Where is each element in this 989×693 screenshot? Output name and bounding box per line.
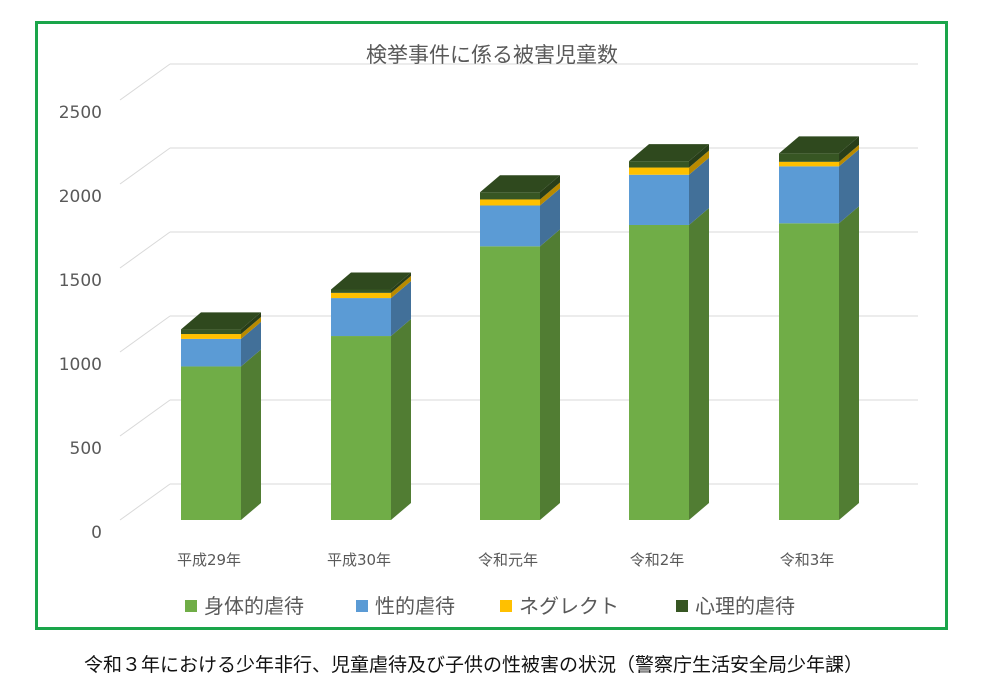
bar-segment	[480, 199, 540, 206]
bar-segment-side	[540, 182, 560, 206]
gridline-diagonal	[119, 231, 171, 269]
legend-swatch	[185, 600, 197, 612]
bar-segment-side	[689, 150, 709, 175]
x-tick-label: 平成29年	[177, 551, 241, 569]
bar-segment	[779, 161, 839, 167]
bar-top	[629, 144, 709, 162]
bar-segment	[331, 336, 391, 520]
legend-label: ネグレクト	[519, 594, 619, 618]
x-tick-label: 令和2年	[630, 551, 685, 569]
gridline-diagonal	[119, 315, 171, 353]
legend-label: 身体的虐待	[204, 594, 304, 618]
bar-top	[779, 136, 859, 154]
y-tick-label: 0	[91, 523, 102, 543]
bar-segment	[629, 224, 689, 520]
bar-segment-side	[391, 281, 411, 337]
y-tick-label: 1000	[59, 355, 102, 375]
bar-segment	[331, 289, 391, 293]
bar-segment-side	[241, 317, 261, 339]
bars	[181, 136, 859, 520]
bar-segment-side	[540, 229, 560, 520]
legend-swatch	[500, 600, 512, 612]
bar-segment	[779, 153, 839, 162]
gridline-diagonal	[119, 399, 171, 437]
x-axis-ticks: 平成29年 平成30年 令和元年 令和2年 令和3年	[177, 551, 834, 569]
bar-segment-side	[540, 188, 560, 247]
bar-segment-side	[839, 136, 859, 162]
x-tick-label: 令和元年	[478, 551, 538, 569]
bar-segment-side	[839, 144, 859, 167]
source-caption: 令和３年における少年非行、児童虐待及び子供の性被害の状況（警察庁生活安全局少年課…	[84, 654, 864, 676]
legend-swatch	[356, 600, 368, 612]
bar-segment-side	[839, 206, 859, 520]
bar-segment	[779, 223, 839, 520]
gridline-diagonal	[119, 63, 171, 101]
chart-frame	[35, 21, 948, 630]
bar-segment-side	[241, 312, 261, 335]
y-tick-label: 2000	[59, 187, 102, 207]
bar-segment	[629, 174, 689, 225]
bar-segment	[331, 298, 391, 337]
bar-segment	[181, 338, 241, 367]
x-tick-label: 令和3年	[780, 551, 835, 569]
bar-segment	[480, 205, 540, 247]
legend-label: 性的虐待	[375, 594, 455, 618]
bar-segment	[480, 192, 540, 200]
bar-segment-side	[689, 144, 709, 168]
bar-top	[331, 272, 411, 290]
legend: 身体的虐待 性的虐待 ネグレクト 心理的虐待	[185, 594, 795, 618]
bar-segment	[629, 161, 689, 168]
gridline-diagonal	[119, 147, 171, 185]
bar-segment	[331, 292, 391, 299]
bar-segment-side	[839, 149, 859, 224]
y-axis-ticks: 0 500 1000 1500 2000 2500	[59, 103, 102, 543]
bar-segment	[480, 246, 540, 520]
y-tick-label: 500	[70, 439, 102, 459]
bar-segment-side	[241, 321, 261, 367]
chart-title: 検挙事件に係る被害児童数	[366, 43, 618, 67]
legend-label: 心理的虐待	[695, 594, 795, 618]
bar-segment	[181, 366, 241, 520]
legend-swatch	[676, 600, 688, 612]
y-tick-label: 1500	[59, 271, 102, 291]
bar-segment-side	[689, 157, 709, 225]
bar-segment-side	[540, 175, 560, 200]
bar-segment-side	[391, 319, 411, 520]
bar-segment	[629, 167, 689, 175]
bar-segment-side	[241, 349, 261, 520]
bar-segment	[181, 334, 241, 339]
bar-segment-side	[391, 275, 411, 299]
bar-top	[181, 312, 261, 330]
bar-segment-side	[391, 272, 411, 293]
y-tick-label: 2500	[59, 103, 102, 123]
bar-segment	[779, 166, 839, 224]
x-tick-label: 平成30年	[327, 551, 391, 569]
bar-segment-side	[689, 207, 709, 520]
bar-top	[480, 175, 560, 193]
bar-segment	[181, 329, 241, 335]
gridline-diagonal	[119, 483, 171, 521]
